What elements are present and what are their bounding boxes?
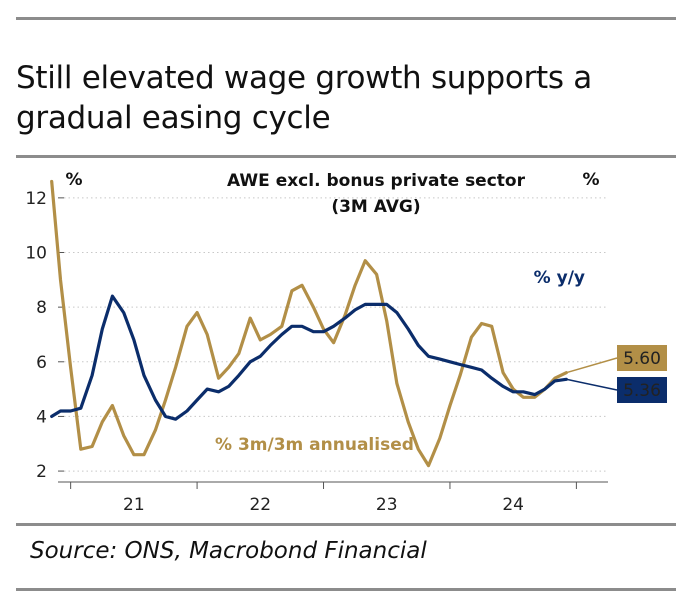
series-label-yy: % y/y — [534, 268, 585, 288]
x-axis: 21 22 23 24 — [58, 481, 608, 515]
x-tick-label-22: 22 — [249, 495, 271, 515]
chart-title-line-1: AWE excl. bonus private sector — [227, 171, 526, 191]
x-tick-label-21: 21 — [123, 495, 145, 515]
title-rule — [16, 155, 676, 158]
end-value-labels: 5.36 5.60 — [566, 345, 667, 403]
top-rule — [16, 17, 676, 20]
y-tick-label-8: 8 — [36, 298, 47, 318]
series-line-yy — [50, 294, 568, 421]
y-axis-label-right: % — [582, 170, 599, 190]
footer-rule — [16, 588, 676, 591]
page-title: Still elevated wage growth supports a gr… — [16, 60, 592, 136]
y-tick-label-10: 10 — [25, 244, 47, 264]
end-label-box-0 — [617, 377, 667, 403]
series-line-3m3m — [50, 179, 568, 468]
series-label-3m3m: % 3m/3m annualised — [215, 435, 414, 455]
series-lines — [50, 179, 568, 468]
y-grid — [58, 197, 608, 472]
end-label-box-1 — [617, 345, 667, 371]
end-label-value-0: 5.36 — [623, 381, 661, 401]
source-note: Source: ONS, Macrobond Financial — [30, 538, 427, 564]
y-axis-label-left: % — [65, 170, 82, 190]
bottom-rule — [16, 523, 676, 526]
chart-title-line-2: (3M AVG) — [331, 197, 420, 217]
x-tick-label-24: 24 — [502, 495, 524, 515]
x-tick-label-23: 23 — [376, 495, 398, 515]
y-tick-label-2: 2 — [36, 462, 47, 482]
y-tick-label-6: 6 — [36, 353, 47, 373]
y-tick-labels: 2 4 6 8 10 12 — [25, 189, 47, 482]
end-label-leader-0 — [566, 378, 618, 391]
end-label-value-1: 5.60 — [623, 349, 661, 369]
y-tick-label-4: 4 — [36, 407, 47, 427]
y-tick-label-12: 12 — [25, 189, 47, 209]
end-label-leader-1 — [566, 357, 618, 374]
